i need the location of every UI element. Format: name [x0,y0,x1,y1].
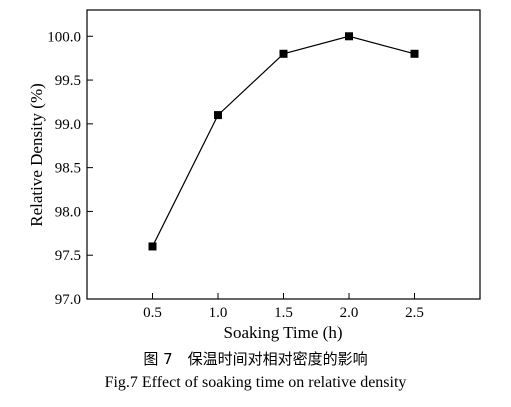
x-axis-label: Soaking Time (h) [223,323,342,342]
x-tick-label: 2.0 [340,305,359,321]
data-point-marker [214,111,222,120]
x-tick-label: 1.0 [209,305,228,321]
y-tick-label: 99.5 [55,73,81,89]
y-tick-label: 99.0 [55,117,81,133]
series-line [151,35,415,247]
data-point-marker [279,49,288,58]
chart: 97.0 97.5 98.0 98.5 99.0 99.5 100.0 0.5 1.0 1.5 2… [27,9,481,342]
y-tick-label: 97.5 [55,248,81,264]
y-tick-label: 98.0 [55,204,81,220]
y-tick-label: 97.0 [55,292,81,308]
data-point-marker [148,242,157,251]
x-tick-label: 2.5 [405,305,424,321]
y-tick-label: 100.0 [47,29,81,45]
data-point-marker [345,32,353,41]
figure-caption-english: Fig.7 Effect of soaking time on relative… [104,374,407,391]
figure-caption-chinese: 图 7 保温时间对相对密度的影响 [143,350,368,368]
series-markers [148,32,419,251]
y-axis-label: Relative Density (%) [27,83,46,227]
x-tick-label: 0.5 [143,305,162,321]
y-tick-label: 98.5 [55,161,81,177]
x-tick-label: 1.5 [274,305,293,321]
x-axis-ticks: 0.5 1.0 1.5 2.0 2.5 [143,293,424,321]
y-axis-ticks: 97.0 97.5 98.0 98.5 99.0 99.5 100.0 [47,29,93,308]
data-point-marker [410,49,419,58]
